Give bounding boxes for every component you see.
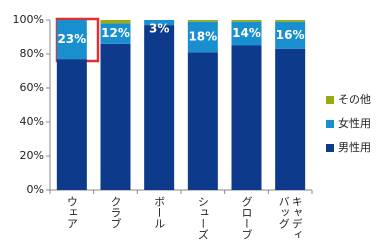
- y-tick-label: 40%: [20, 115, 44, 128]
- legend-swatch: [326, 144, 334, 152]
- x-tick-label: シューズ: [196, 196, 210, 240]
- x-tick-label: ウェア: [65, 196, 79, 229]
- data-label: 23%: [57, 32, 86, 46]
- bar-segment: [100, 20, 131, 24]
- legend-label: 女性用: [338, 116, 371, 130]
- data-label: 14%: [232, 26, 261, 40]
- legend-swatch: [326, 120, 334, 128]
- bar-segment: [187, 21, 218, 53]
- data-label: 16%: [276, 28, 305, 42]
- bar-segment: [56, 59, 87, 190]
- x-tick-label: クラブ: [109, 196, 122, 229]
- bar-segment: [187, 20, 218, 22]
- bar-segment: [275, 20, 306, 22]
- bar-segment: [275, 21, 306, 49]
- bar-segment: [231, 45, 262, 190]
- bar-segment: [275, 48, 306, 191]
- x-tick-label: キャディバッグ: [277, 196, 304, 240]
- bar-segment: [56, 20, 87, 60]
- data-label: 3%: [149, 22, 169, 36]
- y-tick-label: 100%: [13, 13, 44, 26]
- x-tick-label: グローブ: [240, 196, 253, 240]
- bar-segment: [144, 20, 175, 26]
- y-tick-label: 60%: [20, 81, 44, 94]
- bar-segment: [231, 21, 262, 46]
- data-label: 12%: [101, 26, 130, 40]
- y-tick-label: 80%: [20, 47, 44, 60]
- legend-label: その他: [338, 93, 371, 106]
- bar-segment: [187, 52, 218, 190]
- bar-segment: [100, 43, 131, 190]
- y-tick-label: 0%: [27, 183, 44, 196]
- bar-segment: [100, 23, 131, 44]
- bar-segment: [231, 20, 262, 22]
- legend-swatch: [326, 96, 334, 104]
- legend-label: 男性用: [338, 140, 371, 154]
- y-tick-label: 20%: [20, 149, 44, 162]
- x-tick-label: ボール: [152, 196, 166, 229]
- bar-segment: [144, 25, 175, 190]
- data-label: 18%: [188, 30, 217, 44]
